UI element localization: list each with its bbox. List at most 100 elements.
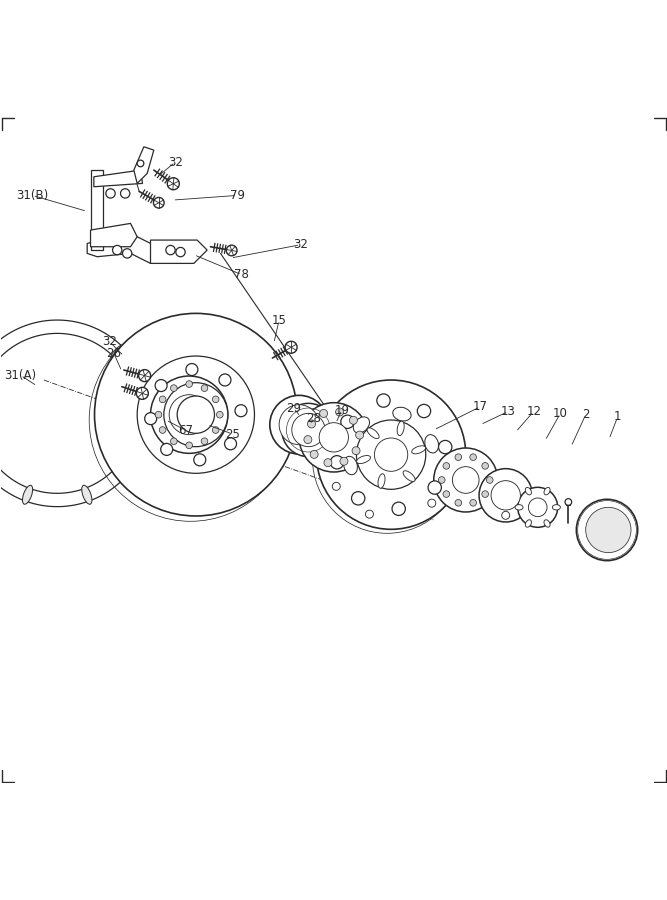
Ellipse shape — [552, 505, 560, 510]
Circle shape — [219, 374, 231, 386]
Circle shape — [217, 411, 223, 418]
Circle shape — [145, 412, 157, 425]
Text: 1: 1 — [614, 410, 622, 423]
Ellipse shape — [23, 485, 33, 504]
Circle shape — [336, 408, 344, 416]
Polygon shape — [117, 436, 151, 467]
Ellipse shape — [452, 467, 479, 493]
Circle shape — [307, 420, 315, 427]
Circle shape — [310, 450, 318, 458]
Ellipse shape — [279, 405, 319, 445]
Circle shape — [186, 442, 193, 449]
Circle shape — [171, 438, 177, 445]
Text: 31(B): 31(B) — [17, 189, 49, 202]
Ellipse shape — [151, 376, 228, 454]
Circle shape — [565, 499, 572, 505]
Ellipse shape — [319, 423, 348, 452]
Text: 32: 32 — [167, 156, 183, 168]
Text: 19: 19 — [334, 403, 350, 417]
Circle shape — [438, 477, 445, 483]
Circle shape — [131, 450, 141, 459]
Circle shape — [482, 463, 488, 469]
Ellipse shape — [119, 456, 137, 470]
Circle shape — [330, 455, 344, 469]
Ellipse shape — [586, 508, 631, 553]
Ellipse shape — [269, 395, 328, 454]
Ellipse shape — [544, 520, 550, 527]
Text: 67: 67 — [177, 424, 193, 436]
Ellipse shape — [281, 403, 335, 456]
Ellipse shape — [137, 356, 255, 473]
Ellipse shape — [544, 488, 550, 495]
Text: 15: 15 — [271, 313, 287, 327]
Circle shape — [161, 444, 173, 455]
Ellipse shape — [367, 428, 379, 438]
Circle shape — [319, 410, 327, 418]
Text: 10: 10 — [553, 407, 568, 419]
Text: 32: 32 — [102, 335, 117, 348]
Circle shape — [201, 438, 208, 445]
Circle shape — [470, 500, 476, 506]
Circle shape — [226, 245, 237, 256]
Circle shape — [159, 396, 166, 402]
Polygon shape — [87, 233, 157, 264]
Ellipse shape — [164, 382, 228, 446]
Ellipse shape — [434, 448, 498, 512]
Circle shape — [470, 454, 476, 461]
Circle shape — [428, 481, 442, 494]
Ellipse shape — [425, 435, 438, 453]
Polygon shape — [0, 320, 151, 507]
Ellipse shape — [378, 473, 385, 488]
Circle shape — [528, 498, 547, 517]
Circle shape — [121, 189, 130, 198]
Circle shape — [212, 396, 219, 402]
Ellipse shape — [479, 469, 532, 522]
Text: 17: 17 — [473, 400, 488, 413]
Circle shape — [332, 482, 340, 491]
Circle shape — [341, 415, 354, 428]
Circle shape — [443, 463, 450, 469]
Circle shape — [106, 189, 115, 198]
Polygon shape — [151, 240, 207, 264]
Circle shape — [304, 436, 312, 444]
Polygon shape — [91, 223, 137, 247]
Circle shape — [377, 394, 390, 407]
Ellipse shape — [374, 438, 408, 472]
Ellipse shape — [491, 481, 520, 510]
Ellipse shape — [299, 402, 368, 472]
Circle shape — [139, 370, 151, 382]
Circle shape — [186, 364, 198, 375]
Circle shape — [418, 404, 431, 418]
Circle shape — [350, 417, 358, 424]
Text: 13: 13 — [501, 405, 516, 418]
Ellipse shape — [169, 395, 209, 435]
Text: 29: 29 — [286, 401, 301, 415]
Circle shape — [136, 387, 148, 400]
Text: 78: 78 — [234, 268, 249, 281]
Ellipse shape — [82, 485, 92, 504]
Ellipse shape — [526, 520, 532, 527]
Ellipse shape — [133, 401, 153, 410]
Text: 26: 26 — [106, 346, 121, 360]
Circle shape — [352, 446, 360, 454]
Circle shape — [113, 246, 122, 255]
Ellipse shape — [576, 500, 638, 561]
Circle shape — [139, 446, 149, 454]
Circle shape — [486, 477, 493, 483]
Circle shape — [438, 440, 452, 454]
Circle shape — [177, 396, 215, 433]
Ellipse shape — [111, 345, 126, 360]
Ellipse shape — [403, 471, 415, 482]
Circle shape — [356, 431, 364, 439]
Text: 28: 28 — [306, 411, 321, 425]
Circle shape — [137, 160, 144, 166]
Ellipse shape — [354, 417, 370, 433]
Circle shape — [502, 511, 510, 519]
Circle shape — [366, 510, 374, 518]
Circle shape — [324, 459, 332, 467]
Circle shape — [155, 411, 162, 418]
Polygon shape — [127, 364, 156, 393]
Circle shape — [194, 454, 206, 466]
Circle shape — [518, 487, 558, 527]
Ellipse shape — [393, 407, 411, 421]
